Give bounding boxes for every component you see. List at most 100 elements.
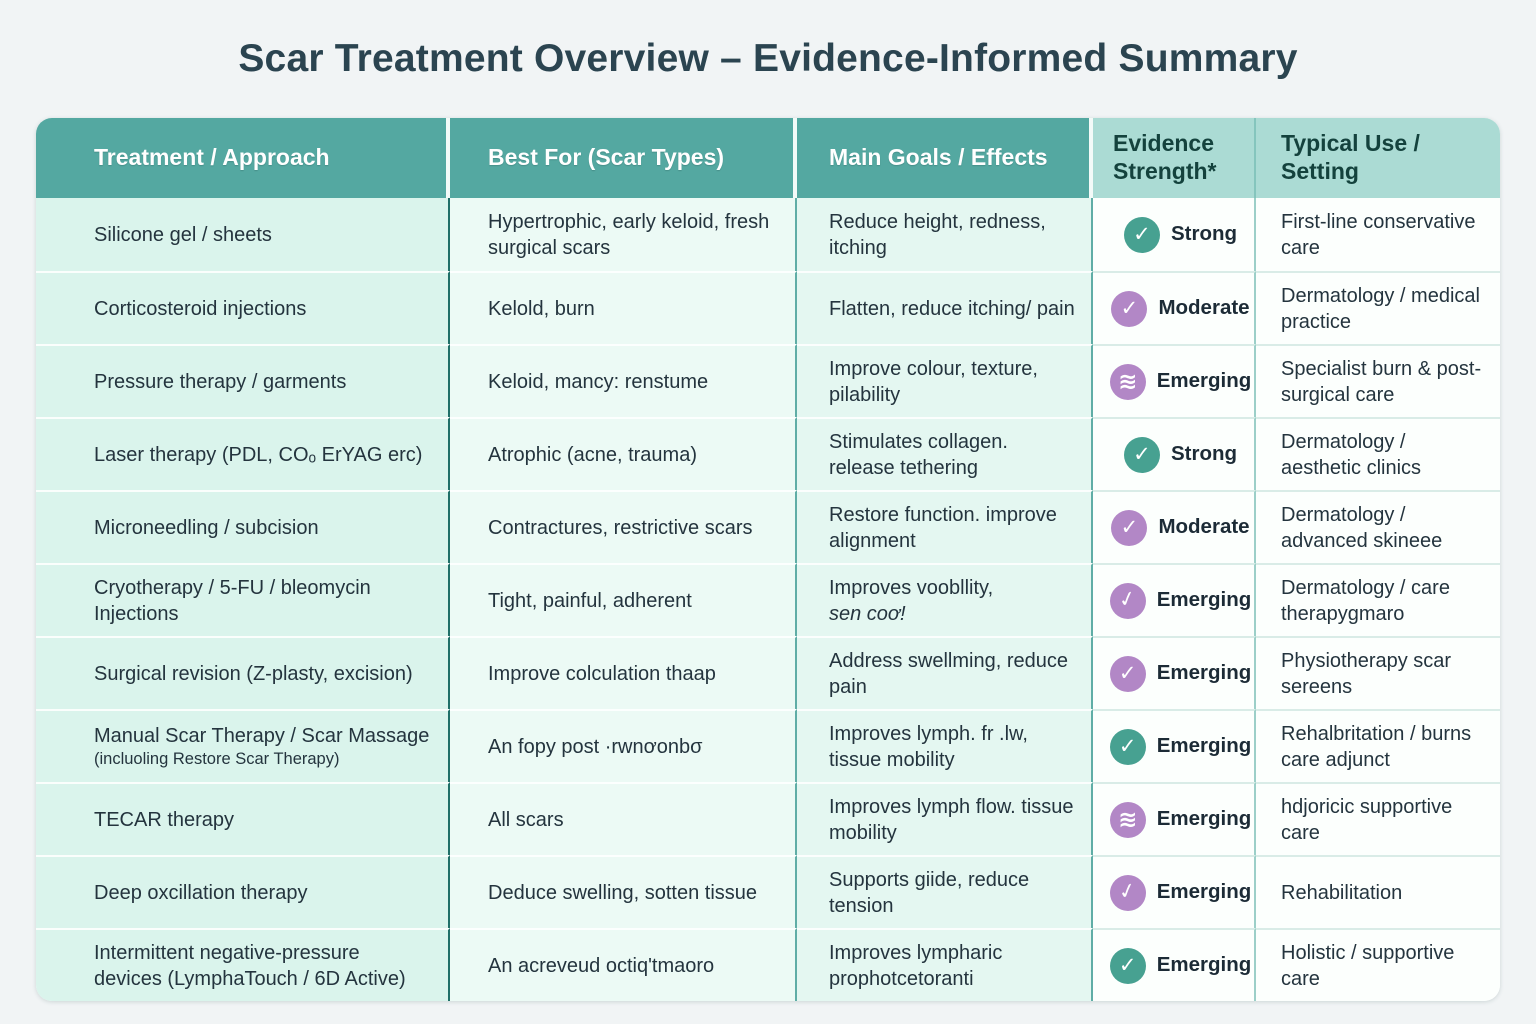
evidence-cell: Emerging xyxy=(1093,709,1256,782)
goals-label: Improves lymph flow. tissue mobility xyxy=(829,795,1074,844)
setting-label: Specialist burn & post-surgical care xyxy=(1281,357,1482,406)
best-for-cell: All scars xyxy=(450,782,797,855)
evidence-cell: Strong xyxy=(1093,417,1256,490)
treatment-label: Cryotherapy / 5-FU / bleomycin Injection… xyxy=(94,576,371,625)
setting-label: Dermatology / aesthetic clinics xyxy=(1281,430,1422,479)
best-for-label: Keloid, mancy: renstume xyxy=(488,370,709,393)
best-for-label: Tight, painful, adherent xyxy=(488,589,692,612)
best-for-cell: Keloid, mancy: renstume xyxy=(450,344,797,417)
column-header-setting: Typical Use / Setting xyxy=(1256,118,1500,198)
treatment-cell: Silicone gel / sheets xyxy=(36,198,450,271)
evidence-label: Strong xyxy=(1170,222,1238,246)
setting-cell: Physiotherapy scar sereens xyxy=(1256,636,1500,709)
goals-cell: Improves voobllity, sen coơ! xyxy=(797,563,1093,636)
goals-cell: Reduce height, redness, itching xyxy=(797,198,1093,271)
evidence-badge-icon xyxy=(1123,216,1160,253)
best-for-cell: Tight, painful, adherent xyxy=(450,563,797,636)
evidence-cell: Emerging xyxy=(1093,344,1256,417)
setting-label: Rehalbritation / burns care adjunct xyxy=(1281,722,1472,771)
goals-cell: Address swellming, reduce pain xyxy=(797,636,1093,709)
best-for-label: An acreveud octiq'tmaoro xyxy=(488,954,715,977)
treatment-cell: Surgical revision (Z-plasty, excision) xyxy=(36,636,450,709)
setting-label: Holistic / supportive care xyxy=(1281,941,1455,990)
evidence-label: Emerging xyxy=(1156,734,1252,758)
goals-cell: Supports giide, reduce tension xyxy=(797,855,1093,928)
evidence-cell: Emerging xyxy=(1093,855,1256,928)
goals-label: Improves lympharic prophotcetoranti xyxy=(829,941,1003,990)
best-for-cell: Improve colculation thaap xyxy=(450,636,797,709)
best-for-label: Atrophic (acne, trauma) xyxy=(488,443,697,466)
evidence-badge-icon xyxy=(1111,290,1148,327)
page-title: Scar Treatment Overview – Evidence-Infor… xyxy=(238,37,1298,80)
goals-label: Flatten, reduce itching/ pain xyxy=(829,297,1075,320)
goals-label: Improves voobllity, xyxy=(829,576,994,599)
best-for-cell: Kelold, burn xyxy=(450,271,797,344)
best-for-label: Contractures, restrictive scars xyxy=(488,516,753,539)
setting-cell: Dermatology / medical practice xyxy=(1256,271,1500,344)
treatment-cell: Pressure therapy / garments xyxy=(36,344,450,417)
column-header-treatment: Treatment / Approach xyxy=(36,118,450,198)
evidence-badge-icon xyxy=(1111,509,1148,546)
setting-cell: Specialist burn & post-surgical care xyxy=(1256,344,1500,417)
goals-cell: Improves lympharic prophotcetoranti xyxy=(797,928,1093,1001)
evidence-cell: Emerging xyxy=(1093,782,1256,855)
best-for-label: Kelold, burn xyxy=(488,297,595,320)
evidence-cell: Emerging xyxy=(1093,563,1256,636)
setting-label: Rehabilitation xyxy=(1281,881,1403,904)
best-for-label: Hypertrophic, early keloid, fresh surgic… xyxy=(488,210,770,259)
setting-cell: hdjoricic supportive care xyxy=(1256,782,1500,855)
column-header-best-for: Best For (Scar Types) xyxy=(450,118,797,198)
evidence-label: Emerging xyxy=(1156,953,1252,977)
goals-sub-label: sen coơ! xyxy=(829,602,906,625)
best-for-cell: Deduce swelling, sotten tissue xyxy=(450,855,797,928)
treatment-label: Microneedling / subcision xyxy=(94,516,319,539)
evidence-label: Emerging xyxy=(1156,661,1252,685)
setting-label: First-line conservative care xyxy=(1281,210,1476,259)
goals-label: Reduce height, redness, itching xyxy=(829,210,1046,259)
evidence-label: Emerging xyxy=(1156,880,1252,904)
evidence-cell: Moderate xyxy=(1093,490,1256,563)
setting-label: hdjoricic supportive care xyxy=(1281,795,1453,844)
goals-cell: Improve colour, texture, pilability xyxy=(797,344,1093,417)
evidence-label: Moderate xyxy=(1158,515,1250,539)
setting-label: Physiotherapy scar sereens xyxy=(1281,649,1452,698)
goals-label: Restore function. improve alignment xyxy=(829,503,1057,552)
treatment-cell: Corticosteroid injections xyxy=(36,271,450,344)
setting-cell: Holistic / supportive care xyxy=(1256,928,1500,1001)
goals-cell: Restore function. improve alignment xyxy=(797,490,1093,563)
evidence-badge-icon xyxy=(1109,947,1146,984)
goals-label: Stimulates collagen. release tethering xyxy=(829,430,1008,479)
treatment-label: Silicone gel / sheets xyxy=(94,223,272,246)
evidence-label: Emerging xyxy=(1156,369,1252,393)
best-for-cell: An fopy post ·rwnơonbσ xyxy=(450,709,797,782)
setting-cell: Rehalbritation / burns care adjunct xyxy=(1256,709,1500,782)
evidence-badge-icon xyxy=(1109,801,1146,838)
goals-label: Address swellming, reduce pain xyxy=(829,649,1068,698)
setting-cell: Dermatology / aesthetic clinics xyxy=(1256,417,1500,490)
goals-cell: Improves lymph. fr .lw, tissue mobility xyxy=(797,709,1093,782)
evidence-cell: Emerging xyxy=(1093,928,1256,1001)
evidence-badge-icon xyxy=(1109,728,1146,765)
goals-label: Supports giide, reduce tension xyxy=(829,868,1030,917)
treatment-label: TECAR therapy xyxy=(94,808,235,831)
setting-cell: Dermatology / care therapygmaro xyxy=(1256,563,1500,636)
best-for-label: An fopy post ·rwnơonbσ xyxy=(488,735,703,758)
evidence-badge-icon xyxy=(1109,874,1146,911)
treatment-label: Manual Scar Therapy / Scar Massage xyxy=(94,724,430,747)
column-header-evidence: Evidence Strength* xyxy=(1093,118,1256,198)
evidence-label: Emerging xyxy=(1156,807,1252,831)
evidence-badge-icon xyxy=(1109,655,1146,692)
goals-cell: Stimulates collagen. release tethering xyxy=(797,417,1093,490)
setting-label: Dermatology / care therapygmaro xyxy=(1281,576,1450,625)
treatment-label: Corticosteroid injections xyxy=(94,297,307,320)
treatment-label: Surgical revision (Z-plasty, excision) xyxy=(94,662,413,685)
best-for-label: Improve colculation thaap xyxy=(488,662,716,685)
evidence-label: Moderate xyxy=(1158,296,1250,320)
setting-cell: Rehabilitation xyxy=(1256,855,1500,928)
best-for-cell: Atrophic (acne, trauma) xyxy=(450,417,797,490)
treatment-cell: TECAR therapy xyxy=(36,782,450,855)
evidence-label: Strong xyxy=(1170,442,1238,466)
treatment-label: Pressure therapy / garments xyxy=(94,370,347,393)
treatment-cell: Deep oxcillation therapy xyxy=(36,855,450,928)
evidence-badge-icon xyxy=(1109,363,1146,400)
